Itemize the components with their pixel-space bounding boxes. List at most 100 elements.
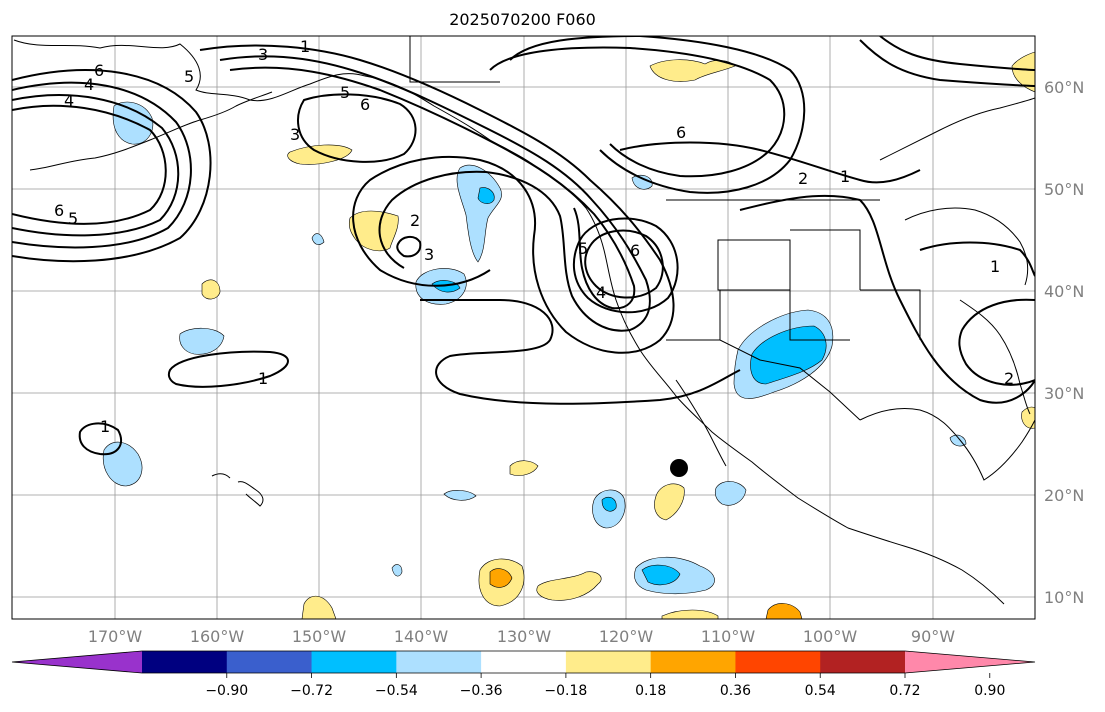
contour-label: 2	[798, 169, 808, 188]
anomaly-blob	[456, 164, 502, 263]
contour-line	[219, 55, 651, 332]
contour-label: 2	[410, 211, 420, 230]
contour-line	[12, 81, 192, 249]
contour-line	[584, 229, 664, 299]
colorbar-tick-label: 0.54	[805, 683, 836, 699]
colorbar: −0.90 −0.72 −0.54 −0.36 −0.18 0.18 0.36 0.54 0.7…	[11, 650, 1036, 699]
lon-label-110: 110°W	[701, 627, 756, 646]
contour-line	[919, 241, 1035, 277]
shaded-anomalies	[102, 51, 1035, 619]
anomaly-blob	[112, 101, 154, 145]
contour-label: 3	[424, 245, 434, 264]
contour-line	[879, 36, 1035, 71]
colorbar-segment	[396, 651, 482, 673]
contour-line	[859, 39, 1035, 87]
colorbar-segment	[735, 651, 821, 673]
contour-label: 6	[630, 241, 640, 260]
contour-label: 3	[290, 125, 300, 144]
lon-label-150: 150°W	[292, 627, 347, 646]
gulf-coast	[859, 407, 1035, 481]
us-mexico-border	[666, 339, 861, 421]
contour-label: 3	[258, 45, 268, 64]
contour-label-group: 1 3 6 4 4 5 5 6 3 6 5 2 3 6 5 4 6 2 1 1 …	[54, 37, 1014, 436]
alaska-coast	[13, 39, 366, 102]
anomaly-blob	[443, 490, 477, 501]
anomaly-blob	[765, 603, 803, 619]
contour-lines	[12, 36, 1035, 456]
colorbar-extend-low	[12, 651, 142, 673]
lon-labels: 170°W 160°W 150°W 140°W 130°W 120°W 110°…	[88, 627, 955, 646]
contour-line	[297, 93, 417, 163]
colorbar-extend-high	[905, 651, 1035, 673]
contour-label: 1	[258, 369, 268, 388]
anomaly-blob	[1011, 51, 1035, 93]
contour-label: 1	[100, 417, 110, 436]
contour-line	[78, 422, 123, 456]
colorbar-tick-label: 0.36	[720, 683, 751, 699]
contour-label: 4	[596, 283, 606, 302]
colorbar-tick-label: −0.72	[290, 683, 333, 699]
colorbar-tick-label: 0.72	[889, 683, 920, 699]
contour-label: 1	[300, 37, 310, 56]
contour-label: 1	[840, 167, 850, 186]
contour-label: 6	[54, 201, 64, 220]
colorbar-tick-label: −0.90	[205, 683, 248, 699]
contour-label: 4	[64, 91, 74, 110]
alaska-canada-border	[409, 36, 500, 83]
colorbar-tick-label: −0.54	[375, 683, 418, 699]
colorbar-segment	[226, 651, 313, 673]
colorbar-tick-label: 0.90	[974, 683, 1005, 699]
colorbar-tick-label: 0.18	[635, 683, 666, 699]
anomaly-blob	[301, 595, 337, 619]
contour-line	[12, 69, 212, 263]
anomaly-blob	[714, 481, 747, 506]
lat-label-40: 40°N	[1044, 282, 1084, 301]
lat-label-10: 10°N	[1044, 588, 1084, 607]
lon-label-120: 120°W	[599, 627, 654, 646]
lon-label-170: 170°W	[88, 627, 143, 646]
contour-label: 6	[360, 95, 370, 114]
aleutian-islands	[29, 91, 273, 171]
state-borders	[717, 229, 921, 341]
contour-line	[12, 94, 180, 237]
anomaly-blob-core	[489, 568, 513, 588]
contour-line	[396, 236, 422, 258]
colorbar-outline	[11, 650, 1036, 674]
anomaly-blob	[631, 174, 653, 190]
contour-line	[199, 44, 675, 354]
map-frame	[11, 35, 1036, 620]
contour-label: 1	[990, 257, 1000, 276]
lon-label-160: 160°W	[190, 627, 245, 646]
contour-line	[12, 104, 167, 225]
anomaly-blob	[1021, 406, 1035, 429]
lon-label-140: 140°W	[394, 627, 449, 646]
anomaly-blob	[179, 327, 225, 355]
lat-label-30: 30°N	[1044, 384, 1084, 403]
contour-label: 2	[1004, 369, 1014, 388]
contour-label: 5	[184, 67, 194, 86]
lon-label-100: 100°W	[803, 627, 858, 646]
colorbar-segment	[650, 651, 736, 673]
contour-line	[167, 350, 289, 388]
contour-line	[229, 66, 636, 310]
anomaly-blob	[201, 279, 221, 300]
colorbar-segment	[565, 651, 652, 673]
anomaly-blob	[287, 144, 353, 165]
contour-label: 6	[676, 123, 686, 142]
lon-label-130: 130°W	[497, 627, 552, 646]
contour-label: 5	[68, 209, 78, 228]
anomaly-blob-core	[641, 564, 681, 586]
baja-california	[675, 379, 727, 467]
hawaii-islands	[211, 473, 264, 507]
colorbar-segment	[311, 651, 397, 673]
location-marker	[670, 459, 688, 477]
anomaly-blob	[311, 233, 325, 245]
lat-label-20: 20°N	[1044, 486, 1084, 505]
map-background	[12, 36, 1035, 619]
lat-label-60: 60°N	[1044, 78, 1084, 97]
contour-line	[419, 299, 741, 405]
anomaly-blob	[509, 460, 539, 476]
anomaly-blob	[348, 210, 399, 252]
contour-label: 4	[84, 75, 94, 94]
